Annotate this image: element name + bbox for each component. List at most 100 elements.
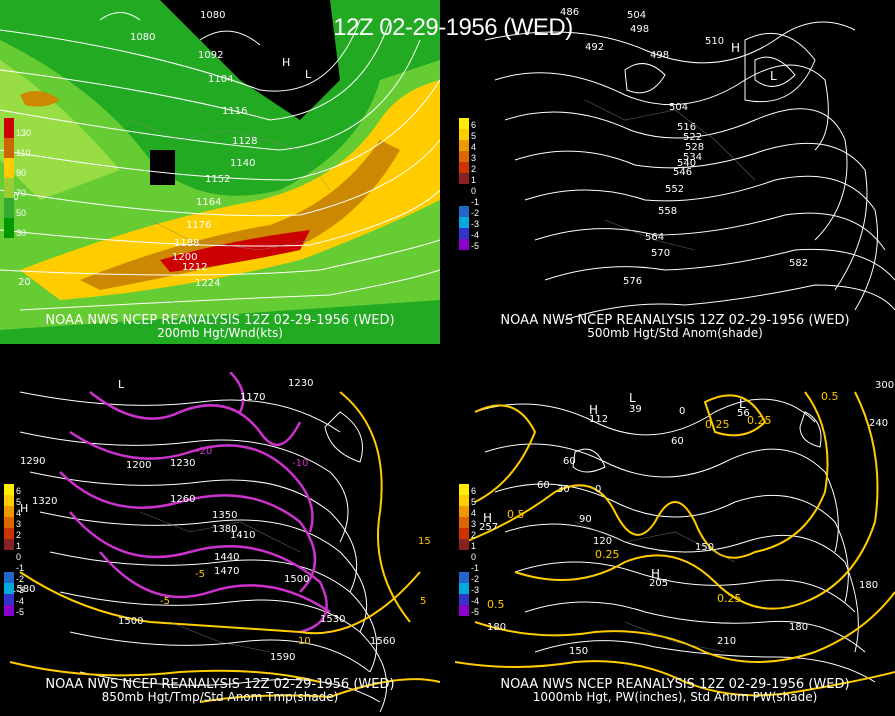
svg-text:528: 528 — [685, 142, 704, 153]
svg-text:1530: 1530 — [320, 614, 345, 625]
legend-label: 1 — [471, 175, 477, 185]
svg-text:-10: -10 — [292, 458, 308, 469]
legend-label: 4 — [471, 142, 477, 152]
legend-label: 3 — [471, 153, 477, 163]
svg-text:0.25: 0.25 — [717, 592, 742, 605]
svg-text:H: H — [20, 502, 28, 515]
svg-text:1092: 1092 — [198, 50, 223, 61]
svg-text:0: 0 — [679, 406, 685, 417]
svg-text:180: 180 — [487, 622, 506, 633]
svg-text:1320: 1320 — [32, 496, 57, 507]
svg-text:498: 498 — [630, 24, 649, 35]
panel-1000mb-height-pw: 0 60 60 60 30 0 90 120 150 180 240 300 1… — [455, 372, 895, 716]
legend-label: 0 — [16, 552, 22, 562]
panel-500mb-height-anomaly: 486 504 498 492 498 510 516 522 528 534 … — [455, 0, 895, 344]
svg-text:H: H — [483, 511, 492, 525]
svg-text:1140: 1140 — [230, 158, 255, 169]
panel-850mb-height-temperature: 1230 1170 1200 1230 1260 1290 1320 1350 … — [0, 372, 440, 716]
svg-text:L: L — [739, 397, 746, 411]
legend-label: 6 — [471, 486, 477, 496]
caption-line-1: NOAA NWS NCEP REANALYSIS 12Z 02-29-1956 … — [45, 677, 395, 692]
svg-text:0.5: 0.5 — [507, 508, 525, 521]
svg-text:39: 39 — [629, 404, 642, 415]
svg-text:20: 20 — [18, 277, 31, 288]
caption-line-2: 850mb Hgt/Tmp/Std Anom Tmp(shade) — [101, 690, 339, 704]
map-200mb: 1080 1080 1092 1104 1116 1128 1140 1152 … — [0, 0, 440, 344]
map-1000mb: 0 60 60 60 30 0 90 120 150 180 240 300 1… — [455, 372, 895, 716]
page-title: 12Z 02-29-1956 (WED) — [333, 14, 573, 41]
svg-text:0.25: 0.25 — [705, 418, 730, 431]
caption-line-2: 500mb Hgt/Std Anom(shade) — [587, 326, 763, 340]
svg-text:60: 60 — [671, 436, 684, 447]
legend-label: -4 — [16, 596, 25, 606]
legend-label: -1 — [471, 197, 480, 207]
svg-text:1080: 1080 — [130, 32, 155, 43]
legend-label: -2 — [471, 208, 480, 218]
svg-text:1500: 1500 — [118, 616, 143, 627]
svg-text:564: 564 — [645, 232, 664, 243]
svg-text:1164: 1164 — [196, 197, 221, 208]
svg-text:1230: 1230 — [288, 378, 313, 389]
svg-text:1260: 1260 — [170, 494, 195, 505]
caption-line-1: NOAA NWS NCEP REANALYSIS 12Z 02-29-1956 … — [500, 677, 850, 692]
map-500mb: 486 504 498 492 498 510 516 522 528 534 … — [455, 0, 895, 344]
legend-label: -2 — [471, 574, 480, 584]
legend-label: 2 — [471, 530, 477, 540]
svg-text:546: 546 — [673, 167, 692, 178]
legend-label: 3 — [16, 519, 22, 529]
svg-text:1290: 1290 — [20, 456, 45, 467]
svg-text:1410: 1410 — [230, 530, 255, 541]
svg-text:15: 15 — [418, 536, 431, 547]
legend-label: 110 — [16, 148, 31, 158]
colorbar-1000mb: 6 5 4 3 2 1 0 -1 -2 -3 -4 -5 — [459, 484, 499, 624]
svg-text:L: L — [770, 69, 777, 83]
svg-text:522: 522 — [683, 132, 702, 143]
svg-text:H: H — [731, 41, 740, 55]
svg-text:1200: 1200 — [172, 252, 197, 263]
legend-label: 5 — [16, 497, 22, 507]
svg-text:570: 570 — [651, 248, 670, 259]
svg-text:56: 56 — [737, 408, 750, 419]
svg-text:180: 180 — [789, 622, 808, 633]
legend-label: -1 — [471, 563, 480, 573]
svg-text:60: 60 — [563, 456, 576, 467]
colorbar-200mb: 130 110 90 70 50 30 — [4, 118, 44, 258]
svg-text:300: 300 — [875, 380, 894, 391]
svg-text:L: L — [629, 391, 636, 405]
svg-text:1590: 1590 — [270, 652, 295, 663]
svg-text:0.25: 0.25 — [595, 548, 620, 561]
legend-label: 3 — [471, 519, 477, 529]
svg-text:-20: -20 — [196, 446, 212, 457]
legend-label: 4 — [471, 508, 477, 518]
svg-text:504: 504 — [669, 102, 688, 113]
svg-text:1470: 1470 — [214, 566, 239, 577]
svg-text:240: 240 — [869, 418, 888, 429]
legend-label: 1 — [471, 541, 477, 551]
legend-label: -1 — [16, 563, 25, 573]
legend-label: 2 — [16, 530, 22, 540]
legend-label: 90 — [16, 168, 27, 178]
svg-text:L: L — [118, 378, 125, 391]
svg-text:1380: 1380 — [212, 524, 237, 535]
svg-text:1170: 1170 — [240, 392, 265, 403]
legend-label: -3 — [16, 585, 25, 595]
svg-text:1188: 1188 — [174, 238, 199, 249]
svg-text:60: 60 — [537, 480, 550, 491]
legend-label: -5 — [471, 241, 480, 251]
svg-text:1224: 1224 — [195, 278, 220, 289]
svg-text:90: 90 — [579, 514, 592, 525]
svg-text:120: 120 — [593, 536, 612, 547]
svg-text:1440: 1440 — [214, 552, 239, 563]
svg-text:552: 552 — [665, 184, 684, 195]
svg-text:510: 510 — [705, 36, 724, 47]
svg-text:150: 150 — [695, 542, 714, 553]
svg-text:H: H — [282, 56, 290, 69]
svg-text:558: 558 — [658, 206, 677, 217]
legend-label: 2 — [471, 164, 477, 174]
svg-text:0.5: 0.5 — [487, 598, 505, 611]
caption-line-2: 200mb Hgt/Wnd(kts) — [157, 326, 283, 340]
svg-text:1104: 1104 — [208, 74, 233, 85]
svg-text:150: 150 — [569, 646, 588, 657]
svg-text:1580: 1580 — [10, 584, 35, 595]
svg-text:0.25: 0.25 — [747, 414, 772, 427]
